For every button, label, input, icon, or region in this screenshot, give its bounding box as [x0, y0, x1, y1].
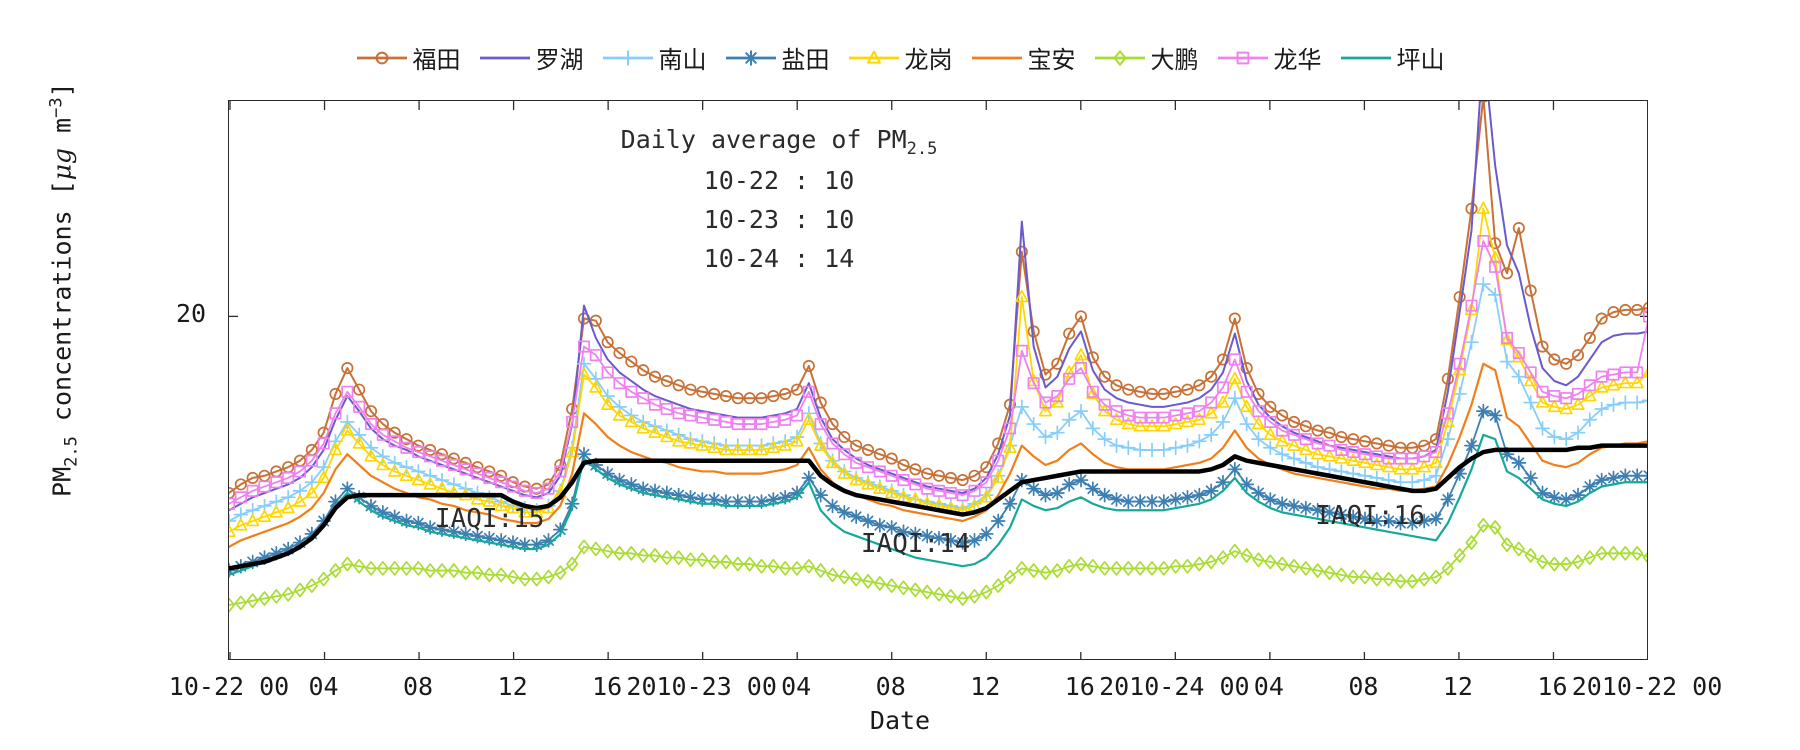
x-tick-label: 10-22 00	[168, 672, 290, 701]
x-axis-label: Date	[869, 706, 931, 735]
legend-label: 福田	[412, 46, 461, 74]
x-tick-label: 2010-22 00	[1571, 672, 1723, 701]
x-tick-label: 04	[781, 672, 812, 701]
legend-entry-5[interactable]: 龙岗	[848, 40, 953, 75]
chart-legend: 福田 罗湖 南山 盐田 龙岗 宝安 大鹏 龙华 坪山	[0, 40, 1800, 75]
plot-area: Daily average of PM2.5 10-22 : 10 10-23 …	[228, 100, 1648, 660]
legend-swatch-diamond-icon	[1094, 49, 1146, 67]
legend-swatch-circle-icon	[356, 49, 408, 67]
y-tick-label-20: 20	[176, 299, 207, 329]
legend-swatch-asterisk-icon	[725, 49, 777, 67]
legend-label: 坪山	[1396, 46, 1445, 74]
x-tick-label: 16	[1537, 672, 1568, 701]
daily-average-annotation: Daily average of PM2.5 10-22 : 10 10-23 …	[529, 121, 1029, 279]
x-tick-label: 16	[1064, 672, 1095, 701]
x-tick-label: 12	[497, 672, 528, 701]
legend-entry-7[interactable]: 大鹏	[1094, 40, 1199, 75]
iaqi-label-2: IAQI:14	[860, 529, 971, 560]
legend-label: 南山	[658, 46, 707, 74]
legend-entry-9[interactable]: 坪山	[1340, 40, 1445, 75]
legend-label: 宝安	[1027, 46, 1076, 74]
y-axis-label: PM2.5 concentrations [μg m−3]	[46, 82, 82, 497]
legend-label: 龙岗	[904, 46, 953, 74]
legend-entry-6[interactable]: 宝安	[971, 40, 1076, 75]
legend-entry-2[interactable]: 罗湖	[479, 40, 584, 75]
iaqi-label-3: IAQI:16	[1315, 501, 1425, 532]
legend-label: 罗湖	[535, 46, 584, 74]
annotation-line-1: 10-22 : 10	[703, 166, 855, 196]
legend-label: 龙华	[1273, 46, 1322, 74]
x-tick-label: 2010-23 00	[626, 672, 777, 701]
legend-entry-3[interactable]: 南山	[602, 40, 707, 75]
x-tick-label: 04	[308, 672, 339, 701]
x-tick-label: 2010-24 00	[1099, 672, 1250, 701]
series-canvas	[229, 101, 1647, 659]
x-tick-label: 12	[970, 672, 1001, 701]
series-10	[229, 443, 1647, 571]
legend-swatch-none-icon	[1340, 49, 1392, 67]
legend-entry-4[interactable]: 盐田	[725, 40, 830, 75]
legend-swatch-plus-icon	[602, 49, 654, 67]
series-9	[229, 433, 1647, 576]
annotation-title: Daily average of PM2.5	[620, 125, 938, 159]
x-tick-label: 12	[1442, 672, 1473, 701]
series-7	[229, 517, 1647, 613]
series-8	[229, 234, 1647, 510]
annotation-line-2: 10-23 : 10	[703, 205, 855, 235]
legend-entry-8[interactable]: 龙华	[1217, 40, 1322, 75]
series-1	[229, 101, 1647, 500]
legend-entry-1[interactable]: 福田	[356, 40, 461, 75]
x-tick-label: 08	[875, 672, 906, 701]
legend-label: 大鹏	[1150, 46, 1199, 74]
annotation-line-3: 10-24 : 14	[703, 243, 855, 273]
legend-swatch-none-icon	[971, 49, 1023, 67]
x-tick-labels: 10-22 00 04 08 12 16 2010-23 00 04 08 12 16 2010-2…	[169, 672, 1722, 706]
iaqi-label-1: IAQI:15	[434, 504, 545, 535]
x-tick-label: 04	[1253, 672, 1284, 701]
x-tick-label: 08	[403, 672, 434, 701]
legend-swatch-none-icon	[479, 49, 531, 67]
series-4	[229, 403, 1647, 578]
x-tick-label: 08	[1348, 672, 1379, 701]
legend-label: 盐田	[781, 46, 830, 74]
x-tick-label: 16	[592, 672, 623, 701]
legend-swatch-square-icon	[1217, 49, 1269, 67]
legend-swatch-triangle-icon	[848, 49, 900, 67]
